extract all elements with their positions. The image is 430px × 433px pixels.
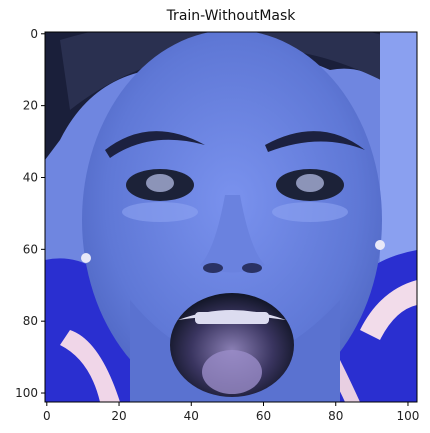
- x-axis: 0 20 40 60 80 100: [43, 402, 419, 423]
- x-tick-label: 100: [397, 409, 420, 423]
- y-axis: 0 20 40 60 80 100: [15, 27, 45, 400]
- y-tick-label: 20: [23, 99, 38, 113]
- y-tick-label: 0: [30, 27, 38, 41]
- y-tick-label: 80: [23, 314, 38, 328]
- x-tick-label: 40: [184, 409, 199, 423]
- axes-frame: [44, 31, 418, 403]
- x-tick-label: 80: [328, 409, 343, 423]
- y-tick-label: 60: [23, 242, 38, 256]
- face-image: [45, 32, 417, 402]
- plot-title: Train-WithoutMask: [166, 8, 296, 24]
- x-tick-label: 60: [256, 409, 271, 423]
- x-tick-label: 0: [43, 409, 51, 423]
- y-tick-label: 100: [15, 386, 38, 400]
- x-tick-label: 20: [111, 409, 126, 423]
- y-tick-label: 40: [23, 170, 38, 184]
